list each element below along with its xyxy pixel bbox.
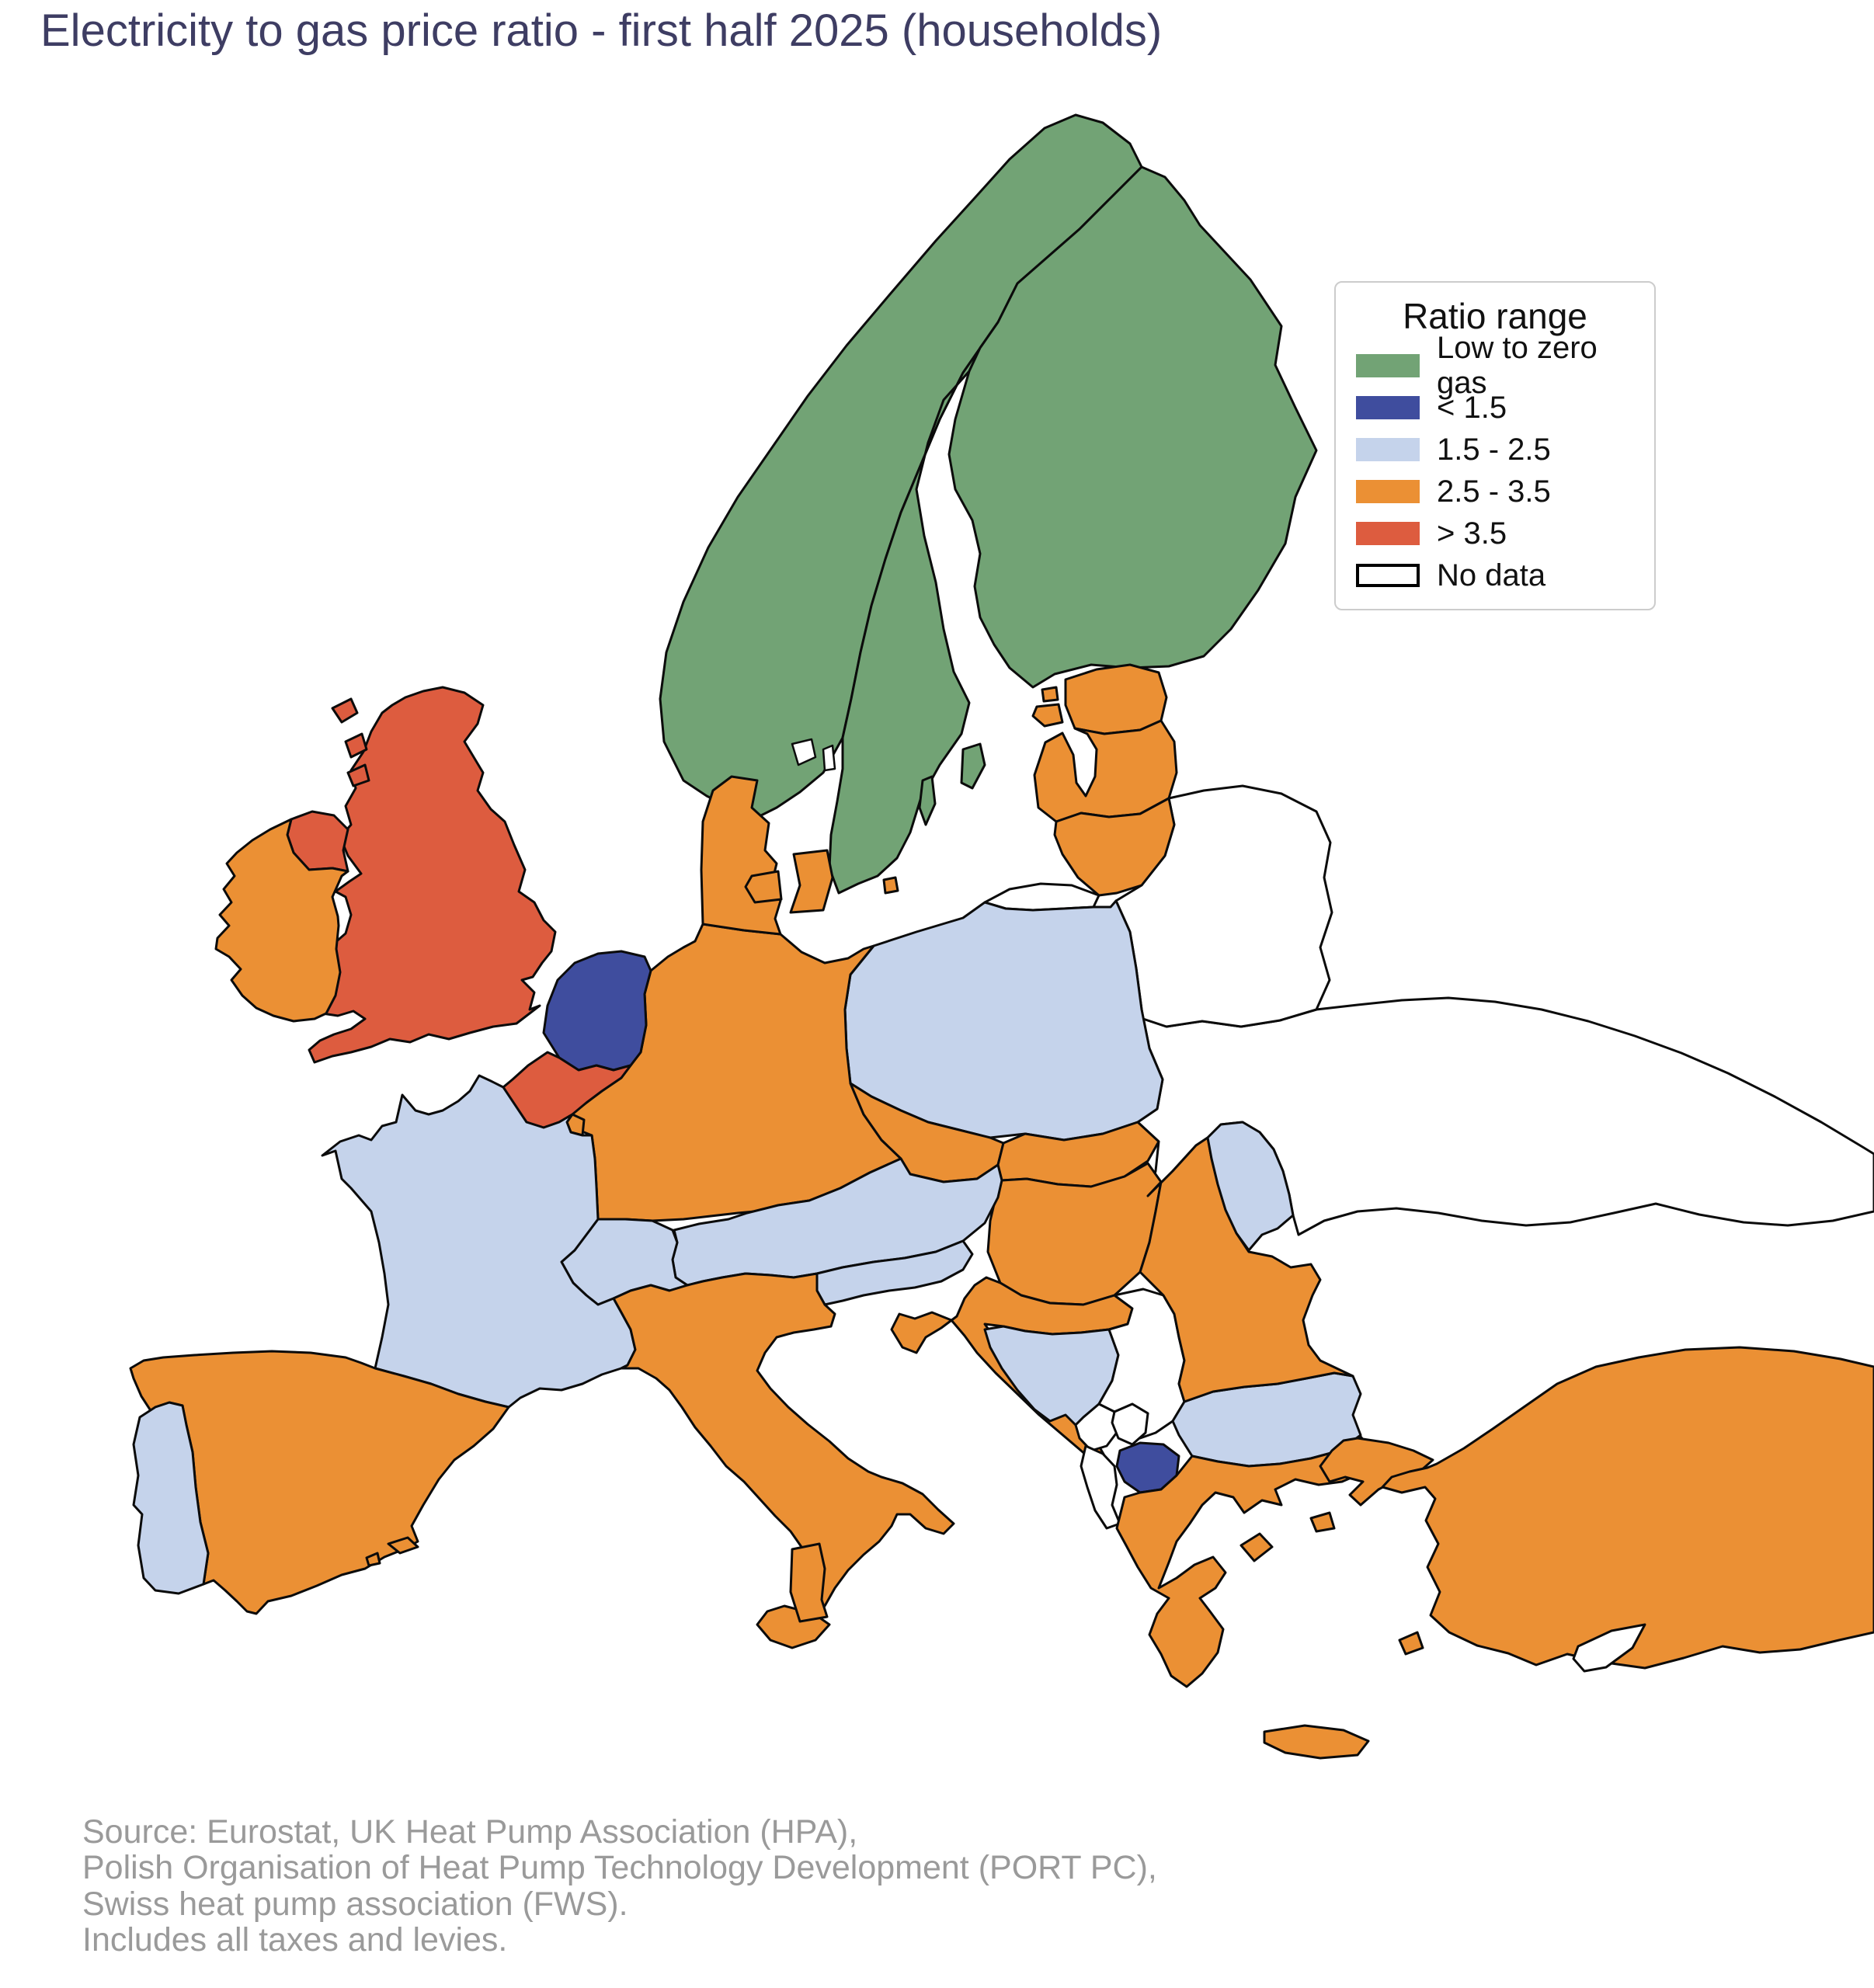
island-oland — [918, 775, 937, 826]
legend-swatch-green — [1356, 354, 1420, 377]
country-cyprus — [1572, 1623, 1646, 1673]
island-zealand — [789, 849, 834, 914]
island-euboea — [1239, 1532, 1274, 1562]
source-caption: Source: Eurostat, UK Heat Pump Associati… — [82, 1814, 1157, 1958]
source-line: Includes all taxes and levies. — [82, 1921, 508, 1959]
country-hungary — [986, 1162, 1163, 1306]
legend-swatch-orange — [1356, 480, 1420, 503]
country-finland — [947, 165, 1318, 689]
legend-swatch-nodata — [1356, 564, 1420, 587]
island-funen — [744, 870, 783, 904]
island-saaremaa — [1031, 703, 1064, 728]
country-estonia — [1064, 663, 1168, 735]
country-netherlands — [542, 950, 652, 1072]
island-mallorca — [387, 1536, 419, 1555]
country-portugal — [132, 1401, 210, 1595]
lake-vattern — [822, 744, 836, 772]
legend-item-no-data: No data — [1336, 554, 1654, 596]
country-spain — [129, 1350, 510, 1615]
legend-swatch-darkblue — [1356, 396, 1420, 419]
legend-item-2-5-3-5: 2.5 - 3.5 — [1336, 471, 1654, 513]
country-turkey-anatolia — [1381, 1346, 1874, 1670]
island-skye — [346, 763, 370, 787]
island-gotland — [960, 742, 986, 790]
island-lesbos — [1309, 1511, 1336, 1533]
legend-item-lt-1-5: < 1.5 — [1336, 387, 1654, 429]
source-line: Source: Eurostat, UK Heat Pump Associati… — [82, 1813, 858, 1851]
country-lithuania — [1053, 797, 1176, 897]
island-bornholm — [882, 876, 899, 895]
legend-label: No data — [1437, 558, 1546, 593]
country-kaliningrad — [983, 882, 1100, 912]
island-hebrides-1 — [331, 697, 359, 724]
country-belgium — [502, 1051, 632, 1129]
legend-swatch-lightblue — [1356, 438, 1420, 461]
country-sweden — [828, 321, 1000, 895]
legend-item-gt-3-5: > 3.5 — [1336, 513, 1654, 554]
country-slovenia — [815, 1239, 974, 1306]
country-latvia — [1033, 719, 1178, 823]
lake-vanern — [791, 738, 817, 766]
country-montenegro — [1074, 1402, 1120, 1452]
legend-item-1-5-2-5: 1.5 - 2.5 — [1336, 429, 1654, 471]
country-italy — [612, 1272, 955, 1607]
island-rhodes — [1398, 1631, 1424, 1656]
country-belarus — [1114, 784, 1333, 1028]
island-crete — [1263, 1724, 1370, 1760]
legend-title: Ratio range — [1403, 296, 1587, 336]
country-albania — [1080, 1444, 1121, 1530]
legend-item-low-zero-gas: Low to zero gas — [1336, 331, 1654, 400]
country-turkey-thrace — [1319, 1437, 1434, 1507]
page-title: Electricity to gas price ratio - first h… — [40, 5, 1163, 56]
legend: Ratio range Low to zero gas < 1.5 1.5 - … — [1334, 281, 1656, 610]
country-ireland — [214, 818, 349, 1023]
legend-label: Low to zero gas — [1437, 331, 1598, 400]
country-poland — [843, 899, 1164, 1142]
country-greece — [1115, 1435, 1376, 1688]
source-line: Polish Organisation of Heat Pump Technol… — [82, 1849, 1157, 1887]
legend-label: 2.5 - 3.5 — [1437, 474, 1551, 509]
country-kosovo — [1111, 1402, 1149, 1446]
island-ibiza — [365, 1552, 381, 1567]
source-line: Swiss heat pump association (FWS). — [82, 1885, 628, 1923]
legend-label: 1.5 - 2.5 — [1437, 432, 1551, 467]
legend-swatch-red — [1356, 522, 1420, 545]
island-sardinia — [789, 1542, 829, 1623]
country-moldova — [1206, 1121, 1295, 1252]
island-hebrides-2 — [344, 732, 368, 759]
legend-label: > 3.5 — [1437, 516, 1507, 551]
legend-label: < 1.5 — [1437, 390, 1507, 425]
island-hiiumaa — [1041, 686, 1059, 703]
